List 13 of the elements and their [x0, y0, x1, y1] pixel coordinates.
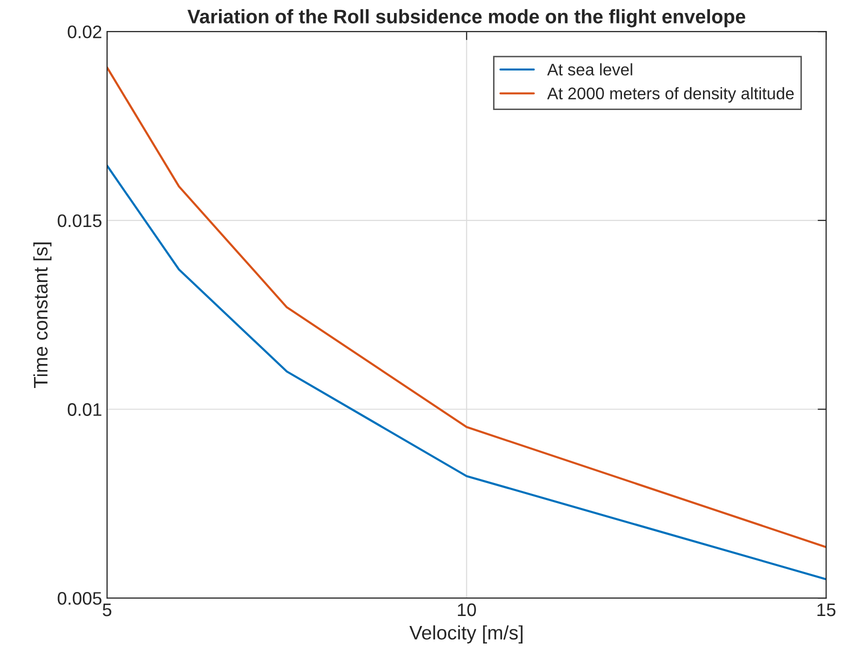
legend-label: At 2000 meters of density altitude [547, 87, 794, 103]
y-tick-label: 0.005 [58, 592, 102, 605]
x-tick-label: 15 [817, 604, 836, 616]
x-axis-title: Velocity [m/s] [409, 625, 522, 644]
legend-label: At sea level [547, 63, 632, 76]
y-axis-title: Time constant [s] [33, 242, 52, 388]
line-series [107, 164, 826, 580]
y-tick-label: 0.01 [68, 403, 102, 416]
y-tick-label: 0.02 [68, 26, 102, 38]
x-tick-label: 5 [102, 604, 112, 616]
x-tick-label: 10 [458, 603, 476, 616]
y-tick-label: 0.015 [58, 214, 102, 228]
chart-title: Variation of the Roll subsidence mode on the flight envelope [187, 9, 746, 28]
